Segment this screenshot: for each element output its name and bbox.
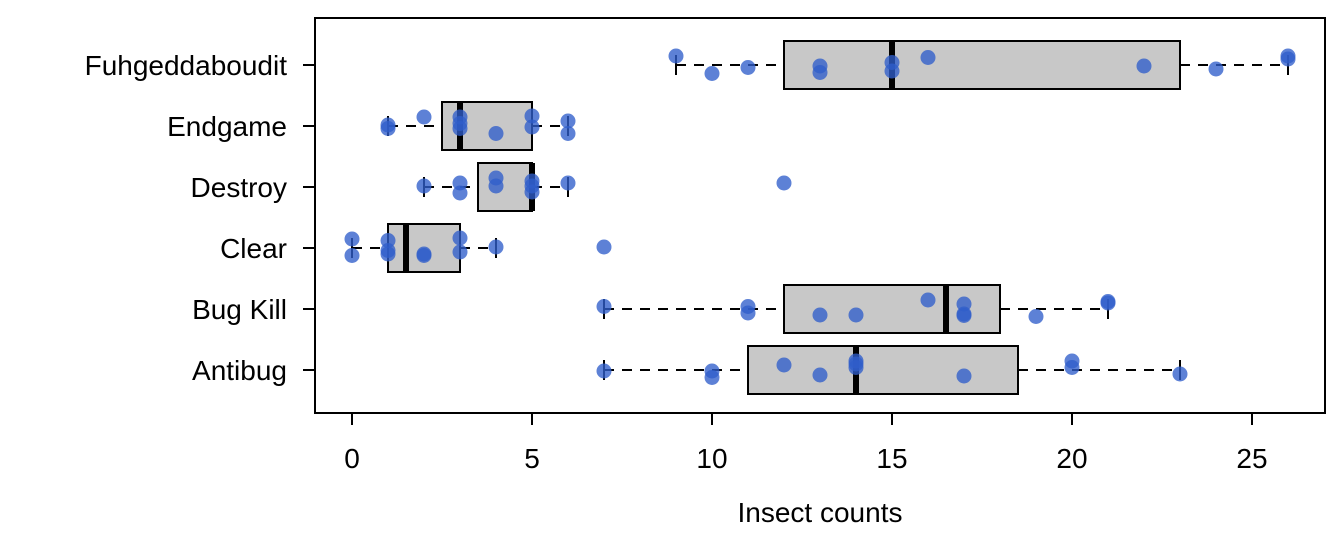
data-point (488, 126, 504, 141)
data-point (596, 239, 612, 255)
data-point (1064, 360, 1080, 375)
data-point (776, 175, 792, 191)
x-tick-label: 5 (524, 443, 540, 474)
data-point (488, 178, 504, 194)
data-point (416, 248, 432, 263)
data-point (344, 231, 360, 247)
data-point (704, 66, 720, 81)
data-point (560, 126, 576, 141)
data-point (812, 367, 828, 383)
data-point (884, 63, 900, 79)
data-point (380, 246, 396, 262)
points-layer (344, 48, 1296, 385)
box (477, 162, 533, 212)
box (747, 345, 1019, 395)
data-point (1172, 366, 1188, 382)
data-point (416, 109, 432, 125)
y-tick-label: Destroy (191, 172, 287, 203)
y-tick-label: Antibug (192, 355, 287, 386)
data-point (848, 307, 864, 323)
x-tick-label: 10 (696, 443, 727, 474)
data-point (452, 244, 468, 260)
data-point (452, 121, 468, 136)
y-axis: Fuhgeddaboudit Endgame Destroy Clear Bug Kil… (85, 50, 315, 386)
x-tick-label: 15 (876, 443, 907, 474)
data-point (848, 360, 864, 375)
data-point (740, 305, 756, 321)
data-point (956, 368, 972, 384)
plot-frame (314, 17, 1326, 414)
y-tick-label: Clear (220, 233, 287, 264)
data-point (344, 248, 360, 263)
data-point (560, 113, 576, 129)
data-point (920, 292, 936, 308)
data-point (416, 178, 432, 194)
x-tick-label: 0 (344, 443, 360, 474)
data-point (524, 119, 540, 135)
data-point (812, 65, 828, 80)
data-point (452, 185, 468, 201)
data-point (488, 239, 504, 255)
data-point (1280, 51, 1296, 67)
data-point (812, 307, 828, 323)
data-point (596, 299, 612, 314)
data-point (920, 50, 936, 65)
box-group (675, 40, 1289, 90)
data-point (1100, 295, 1116, 311)
x-tick-label: 25 (1236, 443, 1267, 474)
data-point (668, 48, 684, 64)
data-point (704, 370, 720, 385)
x-axis: 0 5 10 15 20 25 (344, 413, 1268, 474)
x-tick-label: 20 (1056, 443, 1087, 474)
y-tick-label: Fuhgeddaboudit (85, 50, 288, 81)
boxes-layer (351, 40, 1289, 395)
data-point (560, 175, 576, 191)
data-point (380, 121, 396, 136)
data-point (524, 184, 540, 200)
data-point (740, 60, 756, 75)
data-point (776, 357, 792, 373)
data-point (524, 108, 540, 124)
data-point (956, 308, 972, 323)
x-axis-title: Insect counts (738, 497, 903, 528)
box (783, 40, 1181, 90)
box-group (387, 101, 569, 151)
data-point (1208, 61, 1224, 77)
data-point (596, 363, 612, 379)
data-point (452, 230, 468, 246)
data-point (1028, 309, 1044, 324)
y-tick-label: Bug Kill (192, 294, 287, 325)
box-group (603, 345, 1181, 395)
y-tick-label: Endgame (167, 111, 287, 142)
data-point (1136, 58, 1152, 74)
